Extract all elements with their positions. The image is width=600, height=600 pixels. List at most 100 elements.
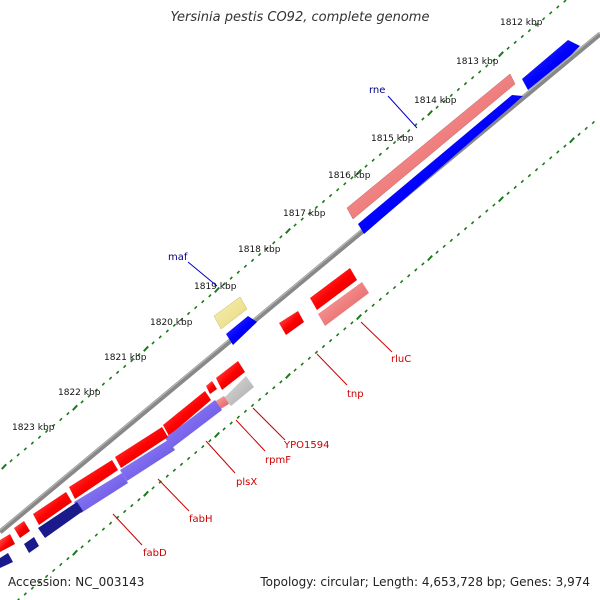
tick-row-upper-tick bbox=[285, 227, 291, 235]
tick-row-lower-tick bbox=[407, 274, 411, 278]
tick-row-upper-tick bbox=[94, 388, 98, 392]
gene-label-fabH: fabH bbox=[189, 514, 213, 525]
tick-row-upper-tick bbox=[214, 286, 220, 293]
tick-row-lower-tick bbox=[321, 344, 326, 349]
tick-row-upper-tick bbox=[399, 134, 404, 139]
tick-row-lower-tick bbox=[94, 533, 98, 537]
tick-label-1818: 1818 kbp bbox=[238, 245, 281, 255]
tick-row-upper-tick bbox=[87, 394, 91, 398]
gene-rluC bbox=[318, 282, 369, 326]
tick-row-upper-tick bbox=[407, 129, 411, 133]
tick-row-lower-tick bbox=[130, 503, 134, 508]
tick-row-lower-tick bbox=[186, 456, 191, 461]
tick-row-upper-tick bbox=[130, 358, 134, 363]
tick-row-lower-tick bbox=[399, 279, 404, 284]
tick-row-upper-tick bbox=[492, 58, 496, 62]
tick-row-upper-tick bbox=[385, 146, 390, 151]
tick-row-lower-tick bbox=[250, 403, 255, 408]
tick-row-lower-tick bbox=[328, 338, 333, 343]
gene-blue-3 bbox=[226, 316, 257, 345]
gene-label-fabD: fabD bbox=[143, 548, 167, 559]
gene-rne bbox=[346, 73, 516, 220]
tick-row-upper-tick bbox=[16, 453, 20, 457]
tick-row-upper-tick bbox=[563, 0, 567, 3]
tick-row-lower-tick bbox=[456, 232, 461, 237]
tick-row-lower-tick bbox=[208, 439, 212, 443]
gene-red-d bbox=[33, 492, 72, 525]
tick-row-upper-tick bbox=[143, 345, 149, 352]
tick-row-lower-tick bbox=[350, 321, 354, 325]
tick-row-lower-tick bbox=[563, 144, 567, 148]
tick-row-upper-tick bbox=[179, 317, 184, 322]
tick-row-upper-tick bbox=[208, 294, 212, 298]
tick-row-lower-tick bbox=[179, 462, 184, 467]
tick-row-lower-tick bbox=[356, 313, 362, 321]
tick-row-upper-tick bbox=[321, 199, 326, 204]
tick-label-1821: 1821 kbp bbox=[104, 353, 147, 363]
tick-row-lower-tick bbox=[158, 480, 162, 484]
tick-row-lower-tick bbox=[364, 309, 368, 313]
tick-row-upper-tick bbox=[549, 11, 553, 15]
tick-row-upper-tick bbox=[236, 270, 240, 274]
tick-row-upper-tick bbox=[513, 40, 517, 45]
tick-row-lower-tick bbox=[470, 221, 475, 225]
tick-row-upper-tick bbox=[534, 22, 539, 27]
gene-blue-1 bbox=[522, 40, 580, 90]
tick-row-lower-tick bbox=[59, 562, 63, 567]
tick-row-lower-tick bbox=[577, 132, 581, 137]
tick-row-upper-tick bbox=[336, 187, 340, 192]
tick-row-upper-tick bbox=[158, 335, 162, 339]
tick-row-upper-tick bbox=[392, 140, 397, 145]
tick-row-lower-tick bbox=[143, 490, 149, 497]
tick-row-lower-tick bbox=[285, 372, 291, 380]
tick-row-lower-tick bbox=[172, 468, 177, 472]
tick-row-upper-tick bbox=[23, 447, 27, 451]
gene-purple-2 bbox=[120, 440, 175, 481]
tick-row-upper-tick bbox=[485, 64, 489, 68]
tick-row-lower-tick bbox=[293, 368, 297, 372]
gene-red-b bbox=[216, 361, 245, 390]
tick-row-upper-tick bbox=[272, 241, 276, 245]
tick-row-lower-tick bbox=[108, 521, 113, 526]
gene-red-e bbox=[14, 521, 30, 538]
tick-row-lower-tick bbox=[243, 409, 248, 414]
tick-row-upper-tick bbox=[108, 376, 113, 381]
tick-row-lower-tick bbox=[66, 556, 70, 561]
tick-row-upper-tick bbox=[80, 400, 84, 404]
tick-row-upper-tick bbox=[498, 51, 504, 58]
tick-row-lower-tick bbox=[385, 291, 390, 296]
tick-row-lower-tick bbox=[257, 397, 262, 402]
genome-backbone bbox=[0, 32, 600, 534]
tick-row-upper-tick bbox=[449, 93, 453, 98]
tick-label-1822: 1822 kbp bbox=[58, 388, 101, 398]
tick-row-lower-tick bbox=[101, 527, 106, 531]
tick-row-upper-tick bbox=[123, 364, 127, 369]
gene-plsX bbox=[163, 391, 211, 436]
tick-row-lower-tick bbox=[229, 421, 233, 425]
tick-row-lower-tick bbox=[485, 209, 489, 213]
tick-row-lower-tick bbox=[492, 203, 496, 207]
tick-row-lower-tick bbox=[265, 391, 269, 396]
leader-lines bbox=[112, 95, 418, 546]
tick-row-upper-tick bbox=[541, 17, 546, 21]
tick-row-lower-tick bbox=[534, 167, 539, 172]
tick-label-1817: 1817 kbp bbox=[283, 209, 326, 219]
tick-row-lower-tick bbox=[421, 262, 425, 266]
tick-row-upper-tick bbox=[421, 117, 425, 121]
tick-row-lower-tick bbox=[520, 179, 524, 184]
tick-row-lower-tick bbox=[314, 350, 319, 355]
gene-purple-3 bbox=[74, 473, 128, 513]
tick-row-lower-tick bbox=[556, 150, 560, 154]
tick-row-lower-tick bbox=[87, 539, 91, 543]
tick-row-lower-tick bbox=[23, 592, 27, 596]
tick-row-lower-tick bbox=[236, 415, 240, 419]
tick-row-lower-tick bbox=[463, 226, 468, 231]
tick-row-upper-tick bbox=[229, 276, 233, 280]
tick-row-upper-tick bbox=[427, 110, 433, 117]
tick-row-upper-tick bbox=[1, 463, 7, 470]
gene-label-rne: rne bbox=[369, 85, 385, 96]
tick-row-upper-tick bbox=[222, 282, 226, 286]
reverse-strand-genes bbox=[0, 268, 369, 568]
tick-row-lower-tick bbox=[541, 162, 546, 166]
tick-row-lower-tick bbox=[591, 120, 595, 125]
